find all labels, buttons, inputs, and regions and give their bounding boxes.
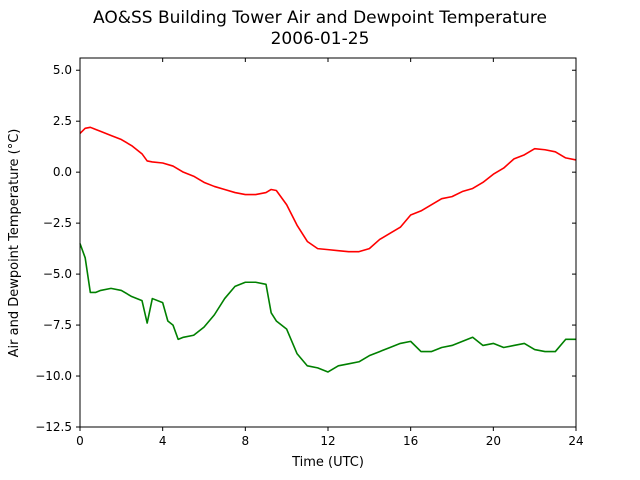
y-tick-label: −10.0 (35, 369, 72, 383)
y-axis-label: Air and Dewpoint Temperature (°C) (7, 129, 22, 358)
y-tick-label: −2.5 (43, 216, 72, 230)
x-axis-label: Time (UTC) (291, 455, 364, 470)
x-tick-label: 24 (568, 434, 583, 448)
x-tick-label: 20 (486, 434, 501, 448)
plot-frame (79, 57, 577, 428)
y-tick-label: −7.5 (43, 318, 72, 332)
dewpoint-temperature-line (79, 243, 576, 373)
air-temperature-line (79, 126, 577, 253)
y-tick-label: 5.0 (53, 63, 72, 77)
x-tick-label: 0 (76, 434, 84, 448)
x-tick-label: 8 (242, 434, 250, 448)
y-tick-label: −5.0 (43, 267, 72, 281)
y-tick-label: 0.0 (53, 165, 72, 179)
x-tick-label: 12 (320, 434, 335, 448)
y-tick-label: 2.5 (53, 114, 72, 128)
chart-subtitle: 2006-01-25 (270, 29, 370, 49)
x-tick-label: 16 (403, 434, 418, 448)
x-tick-label: 4 (159, 434, 167, 448)
chart-title: AO&SS Building Tower Air and Dewpoint Te… (92, 8, 547, 28)
y-tick-label: −12.5 (35, 420, 72, 434)
